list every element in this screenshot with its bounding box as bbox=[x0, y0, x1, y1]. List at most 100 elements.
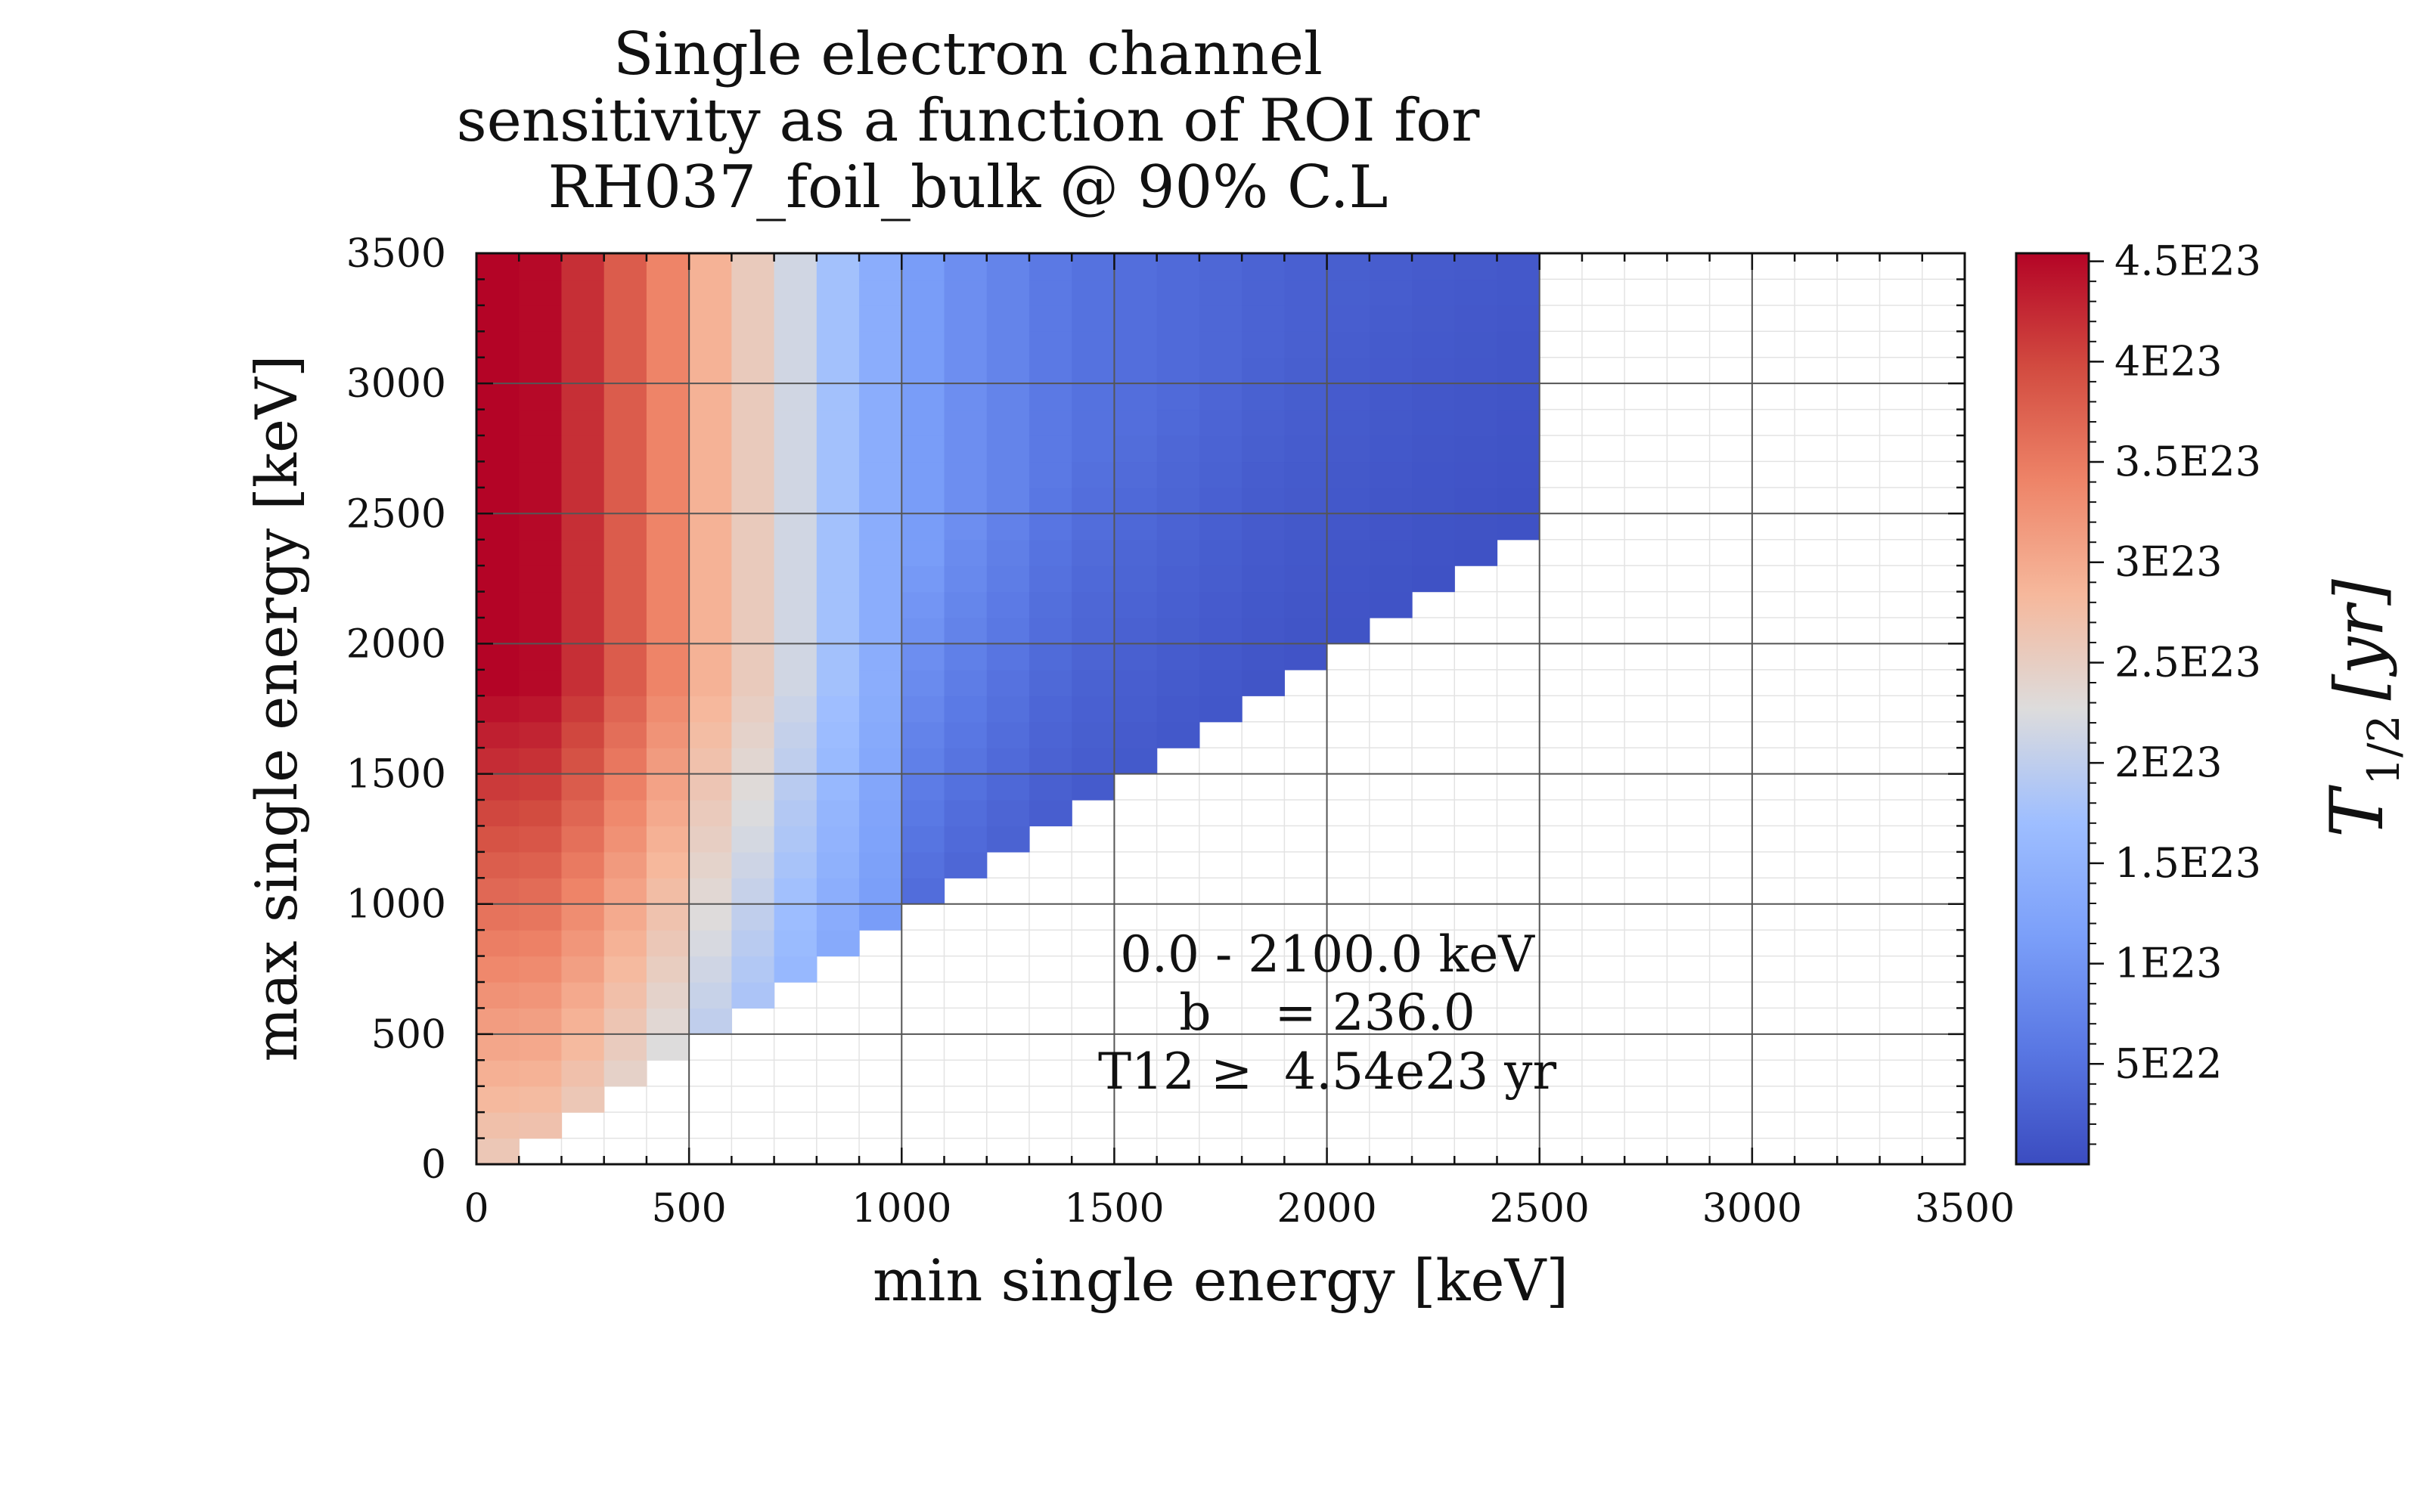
colorbar-title-symbol: T bbox=[2315, 785, 2400, 838]
heatmap-cell bbox=[731, 279, 775, 306]
heatmap-cell bbox=[646, 878, 690, 905]
colorbar-tick-label: 4.5E23 bbox=[2114, 237, 2261, 285]
heatmap-cell bbox=[689, 696, 732, 723]
heatmap-cell bbox=[1156, 461, 1200, 488]
heatmap-cell bbox=[901, 618, 945, 645]
heatmap-cell bbox=[944, 513, 988, 541]
heatmap-cell bbox=[1454, 435, 1498, 463]
heatmap-cell bbox=[561, 643, 605, 671]
heatmap-cell bbox=[901, 383, 945, 411]
heatmap-cell bbox=[519, 618, 563, 645]
heatmap-cell bbox=[1199, 357, 1243, 384]
heatmap-cell bbox=[859, 513, 902, 541]
heatmap-cell bbox=[646, 748, 690, 775]
heatmap-cell bbox=[561, 409, 605, 436]
heatmap-cell bbox=[689, 253, 732, 280]
heatmap-cell bbox=[816, 383, 860, 411]
heatmap-cell bbox=[731, 383, 775, 411]
heatmap-cell bbox=[603, 669, 647, 696]
heatmap-cell bbox=[519, 461, 563, 488]
heatmap-cell bbox=[774, 383, 818, 411]
heatmap-cell bbox=[1072, 305, 1115, 332]
heatmap-cell bbox=[476, 279, 520, 306]
heatmap-cell bbox=[1454, 279, 1498, 306]
heatmap-cell bbox=[476, 513, 520, 541]
heatmap-cell bbox=[476, 721, 520, 748]
heatmap-cell bbox=[816, 461, 860, 488]
heatmap-cell bbox=[689, 618, 732, 645]
heatmap-cell bbox=[646, 696, 690, 723]
heatmap-cell bbox=[519, 748, 563, 775]
heatmap-cell bbox=[689, 1008, 732, 1035]
heatmap-cell bbox=[603, 539, 647, 566]
heatmap-cell bbox=[476, 956, 520, 983]
heatmap-cell bbox=[1114, 513, 1158, 541]
heatmap-cell bbox=[944, 331, 988, 358]
heatmap-cell bbox=[859, 305, 902, 332]
heatmap-cell bbox=[603, 591, 647, 618]
heatmap-cell bbox=[1072, 435, 1115, 463]
heatmap-cell bbox=[774, 487, 818, 514]
heatmap-cell bbox=[1028, 435, 1072, 463]
heatmap-cell bbox=[859, 773, 902, 801]
heatmap-cell bbox=[519, 1033, 563, 1061]
heatmap-cell bbox=[561, 930, 605, 957]
heatmap-cell bbox=[944, 748, 988, 775]
heatmap-cell bbox=[1454, 409, 1498, 436]
heatmap-cell bbox=[646, 591, 690, 618]
heatmap-cell bbox=[689, 982, 732, 1009]
heatmap-cell bbox=[476, 331, 520, 358]
heatmap-cell bbox=[561, 513, 605, 541]
heatmap-cell bbox=[944, 357, 988, 384]
heatmap-cell bbox=[859, 279, 902, 306]
heatmap-cell bbox=[646, 773, 690, 801]
heatmap-cell bbox=[1242, 487, 1285, 514]
heatmap-cell bbox=[1369, 279, 1413, 306]
heatmap-cell bbox=[1199, 253, 1243, 280]
heatmap-cell bbox=[519, 773, 563, 801]
heatmap-cell bbox=[646, 279, 690, 306]
heatmap-cell bbox=[476, 357, 520, 384]
heatmap-cell bbox=[1072, 643, 1115, 671]
heatmap-cell bbox=[816, 878, 860, 905]
heatmap-cell bbox=[1326, 383, 1370, 411]
heatmap-cell bbox=[986, 748, 1030, 775]
heatmap-cell bbox=[1242, 435, 1285, 463]
heatmap-cell bbox=[1114, 618, 1158, 645]
heatmap-cell bbox=[1199, 539, 1243, 566]
heatmap-cell bbox=[476, 1086, 520, 1113]
heatmap-cell bbox=[476, 982, 520, 1009]
heatmap-cell bbox=[1072, 565, 1115, 593]
heatmap-cell bbox=[476, 487, 520, 514]
heatmap-cell bbox=[1412, 357, 1455, 384]
heatmap-cell bbox=[1369, 253, 1413, 280]
heatmap-cell bbox=[603, 930, 647, 957]
heatmap-cell bbox=[1156, 383, 1200, 411]
heatmap-cell bbox=[1242, 618, 1285, 645]
heatmap-cell bbox=[944, 618, 988, 645]
heatmap-cell bbox=[1412, 487, 1455, 514]
heatmap-cell bbox=[519, 721, 563, 748]
heatmap-cell bbox=[476, 800, 520, 827]
heatmap-cell bbox=[1454, 383, 1498, 411]
heatmap-cell bbox=[1284, 305, 1328, 332]
heatmap-cell bbox=[1242, 513, 1285, 541]
heatmap-cell bbox=[689, 539, 732, 566]
y-tick-label: 2500 bbox=[346, 491, 446, 537]
heatmap-cell bbox=[561, 800, 605, 827]
heatmap-cell bbox=[1369, 357, 1413, 384]
heatmap-cell bbox=[603, 773, 647, 801]
x-tick-label: 1000 bbox=[852, 1186, 951, 1232]
heatmap-cell bbox=[476, 253, 520, 280]
heatmap-cell bbox=[1326, 435, 1370, 463]
heatmap-cell bbox=[646, 331, 690, 358]
heatmap-cell bbox=[603, 305, 647, 332]
y-tick-label: 0 bbox=[421, 1142, 446, 1188]
heatmap-cell bbox=[646, 565, 690, 593]
heatmap-cell bbox=[986, 513, 1030, 541]
heatmap-cell bbox=[731, 513, 775, 541]
heatmap-cell bbox=[603, 643, 647, 671]
heatmap-cell bbox=[1114, 435, 1158, 463]
colorbar-tick-label: 3.5E23 bbox=[2114, 438, 2261, 485]
heatmap-cell bbox=[476, 643, 520, 671]
